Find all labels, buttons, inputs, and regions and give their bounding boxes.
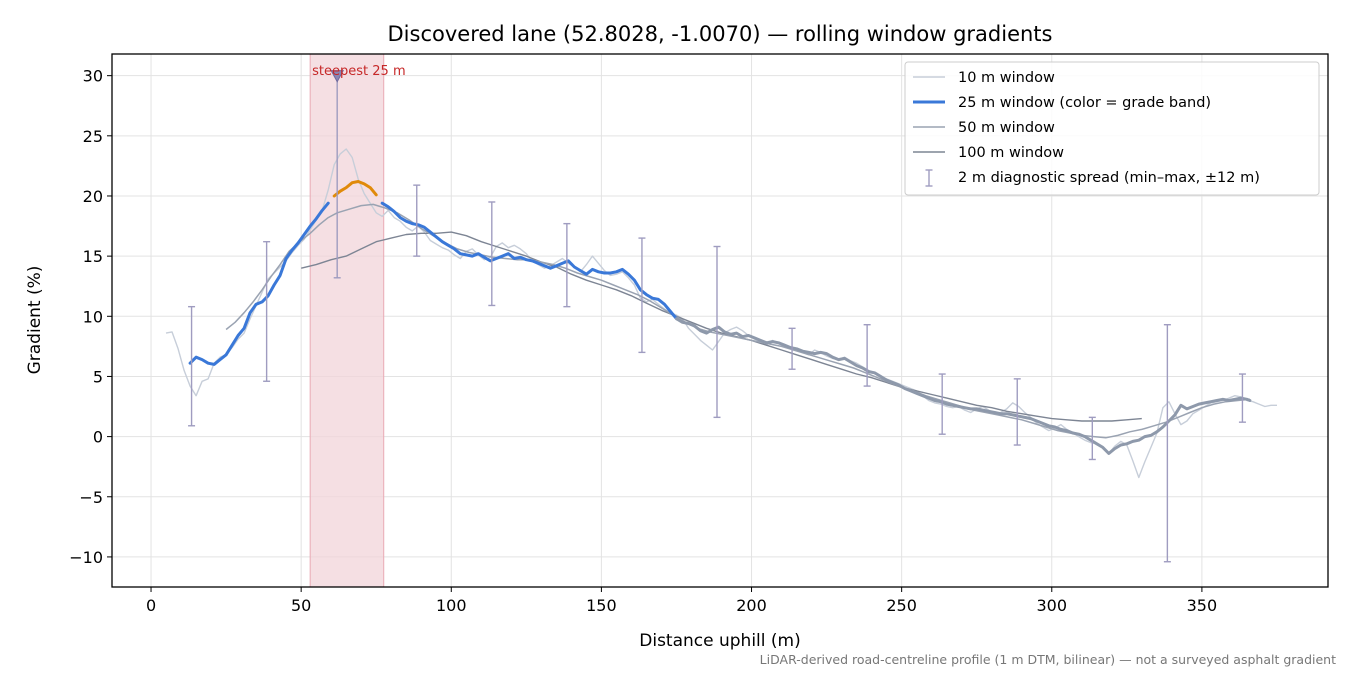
- series-line-25m-steep: [380, 201, 678, 321]
- x-tick-label: 0: [146, 596, 156, 615]
- x-tick-label: 350: [1187, 596, 1218, 615]
- legend-box: [904, 61, 1320, 196]
- axis-ticks: 0 50 100 150 200 250 300 350 −10 −5 0 5 10 15 20 25 30: [69, 67, 1217, 615]
- errorbar: [638, 237, 646, 354]
- diagnostic-spread-errorbars: [188, 74, 1246, 563]
- series-line-25m-extreme: [332, 180, 378, 198]
- series-line-25m-moderate: [675, 317, 1252, 455]
- legend-swatch-errorbar: [925, 169, 933, 187]
- errorbar: [1088, 416, 1096, 461]
- y-tick-label: 25: [83, 127, 103, 146]
- chart-title: Discovered lane (52.8028, -1.0070) — rol…: [388, 22, 1053, 46]
- errorbar: [788, 327, 796, 370]
- plot-frame: [111, 53, 1329, 588]
- series-lines: [165, 148, 1277, 479]
- x-axis-title: Distance uphill (m): [639, 631, 800, 651]
- errorbar: [563, 222, 571, 308]
- x-tick-label: 50: [291, 596, 311, 615]
- x-tick-label: 300: [1036, 596, 1067, 615]
- errorbar: [938, 373, 946, 435]
- x-tick-label: 100: [436, 596, 467, 615]
- errorbar: [488, 201, 496, 307]
- steepest-window-highlight: [309, 53, 385, 588]
- y-tick-label: 5: [93, 367, 103, 386]
- y-axis-title: Gradient (%): [25, 266, 45, 375]
- legend: 10 m window 25 m window (color = grade b…: [904, 61, 1320, 196]
- errorbar: [1163, 324, 1171, 563]
- footnote: LiDAR-derived road-centreline profile (1…: [760, 652, 1336, 667]
- y-tick-label: 30: [83, 67, 103, 86]
- legend-label-errorbar: 2 m diagnostic spread (min–max, ±12 m): [958, 170, 1260, 186]
- steepest-label: steepest 25 m: [312, 64, 405, 79]
- steepest-annotation: steepest 25 m: [312, 64, 406, 83]
- errorbar: [713, 245, 721, 419]
- legend-label-25m: 25 m window (color = grade band): [958, 95, 1211, 111]
- steepest-marker-triangle: [330, 70, 345, 83]
- legend-label-10m: 10 m window: [958, 70, 1055, 86]
- legend-label-100m: 100 m window: [958, 145, 1064, 161]
- steepest-window-band: [309, 53, 385, 588]
- y-tick-label: 20: [83, 187, 103, 206]
- errorbar: [188, 305, 196, 427]
- y-tick-label: 10: [83, 307, 103, 326]
- series-line-100m: [301, 231, 1142, 422]
- y-tick-label: −10: [69, 548, 103, 567]
- errorbar: [263, 240, 271, 382]
- x-tick-label: 200: [736, 596, 767, 615]
- errorbar: [1013, 378, 1021, 446]
- x-tick-label: 150: [586, 596, 617, 615]
- errorbar: [413, 184, 421, 257]
- errorbar: [863, 324, 871, 387]
- x-tick-label: 250: [886, 596, 917, 615]
- errorbar: [1238, 373, 1246, 423]
- legend-label-50m: 50 m window: [958, 120, 1055, 136]
- y-tick-label: 15: [83, 247, 103, 266]
- y-tick-label: 0: [93, 428, 103, 447]
- series-line-25m-steep: [188, 201, 330, 366]
- y-tick-label: −5: [79, 488, 103, 507]
